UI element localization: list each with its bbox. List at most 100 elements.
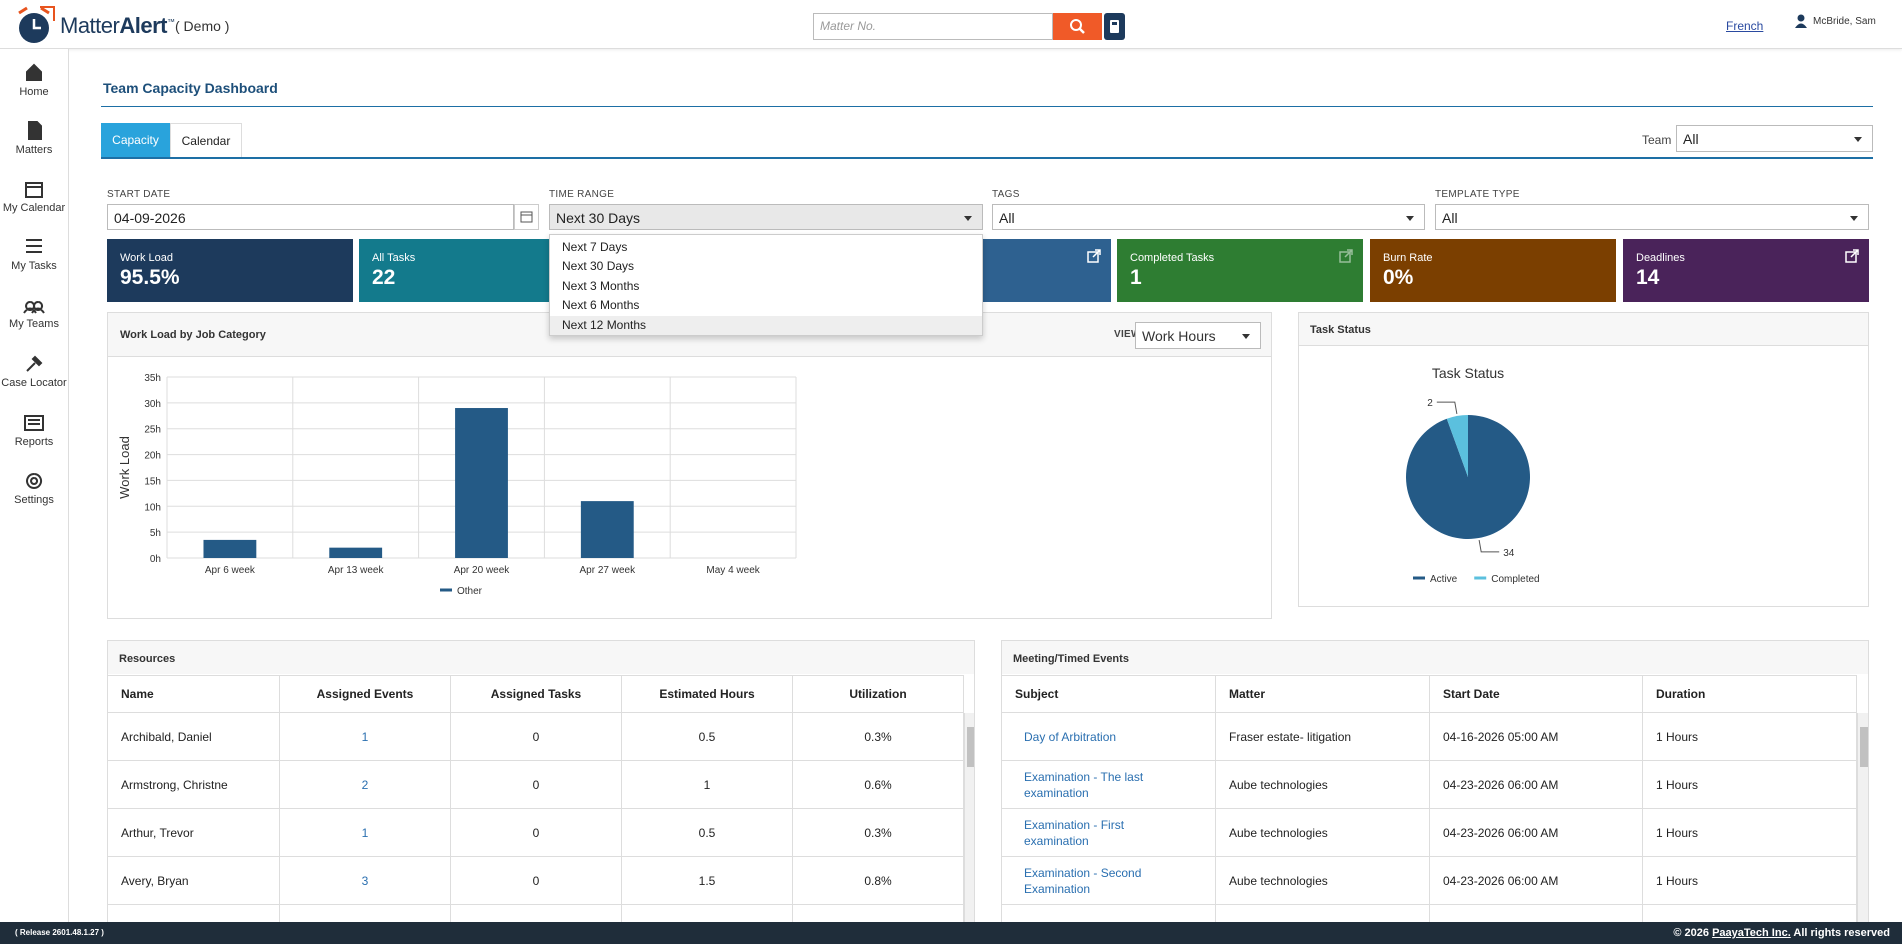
dropdown-option[interactable]: Next 12 Months (550, 315, 982, 335)
table-cell: Armstrong, Christne (108, 761, 280, 809)
calculator-button[interactable] (1104, 13, 1125, 40)
cell-text[interactable]: Examination - The last examination (1024, 769, 1144, 800)
open-icon[interactable] (1087, 249, 1101, 263)
calendar-button[interactable] (514, 204, 539, 230)
table-cell[interactable]: Day of Arbitration (1002, 713, 1216, 761)
cell-text: Avery, Bryan (121, 873, 189, 888)
cell-text[interactable]: 3 (361, 873, 369, 888)
cell-text: 0 (532, 825, 540, 840)
data-label: 2 (1427, 398, 1433, 409)
x-tick-label: Apr 20 week (454, 565, 511, 576)
team-select[interactable]: All (1676, 125, 1873, 152)
table-cell: 0 (451, 857, 622, 905)
table-cell[interactable]: Examination - First examination (1002, 809, 1216, 857)
template-select[interactable]: All (1435, 204, 1869, 230)
demo-label: ( Demo ) (175, 18, 230, 34)
user-icon (1795, 14, 1807, 28)
cell-text: Aube technologies (1229, 825, 1328, 840)
cell-text[interactable]: Examination - First examination (1024, 817, 1125, 848)
column-header: Duration (1643, 675, 1857, 713)
table-cell: Fraser estate- litigation (1216, 713, 1430, 761)
nav-item[interactable]: My Tasks (0, 234, 68, 284)
card-label: Work Load (120, 252, 173, 264)
cell-text[interactable]: 1 (361, 825, 369, 840)
nav-icon (26, 63, 42, 81)
bar (329, 547, 383, 558)
table-cell[interactable]: 2 (280, 761, 451, 809)
cell-text: Archibald, Daniel (121, 729, 212, 744)
tab[interactable]: Calendar (170, 123, 242, 157)
y-tick-label: 30h (144, 399, 161, 410)
view-select[interactable]: Work Hours (1135, 322, 1261, 349)
table-cell[interactable]: 1 (280, 713, 451, 761)
dropdown-option[interactable]: Next 6 Months (562, 298, 640, 313)
nav-item[interactable]: Reports (0, 410, 68, 460)
sidebar: Home Matters My Calendar My Tasks My Teams Ca… (0, 49, 69, 922)
company-link[interactable]: PaayaTech Inc. (1712, 927, 1791, 939)
scrollbar (1857, 713, 1868, 939)
pie-title: Task Status (1432, 365, 1504, 381)
cell-text: 1 Hours (1656, 873, 1699, 888)
header: MatterAlert™ ( Demo ) Matter No. French … (0, 0, 1902, 49)
card-value: 22 (372, 266, 396, 289)
time-range-select[interactable]: Next 30 Days (549, 204, 983, 230)
dropdown-option[interactable]: Next 7 Days (562, 240, 628, 254)
cell-text[interactable]: Examination - Second Examination (1024, 865, 1142, 896)
y-tick-label: 0h (150, 554, 161, 565)
open-icon[interactable] (1339, 249, 1353, 263)
table-cell[interactable]: 3 (280, 857, 451, 905)
stat-card[interactable]: Completed Tasks 1 (1117, 239, 1363, 302)
table-cell: 0.6% (793, 761, 964, 809)
table-cell: Aube technologies (1216, 857, 1430, 905)
tags-select[interactable]: All (992, 204, 1425, 230)
open-icon[interactable] (1845, 249, 1859, 263)
stat-card[interactable]: Work Load 95.5% (107, 239, 353, 302)
nav-item[interactable]: My Teams (0, 292, 68, 342)
brand-tm: ™ (166, 17, 175, 27)
table-cell: Archibald, Daniel (108, 713, 280, 761)
search-button[interactable] (1053, 13, 1102, 40)
table-cell: 1.5 (622, 857, 793, 905)
table-cell: 1 Hours (1643, 809, 1857, 857)
table-cell: 04-23-2026 06:00 AM (1430, 857, 1643, 905)
nav-item[interactable]: My Calendar (0, 176, 68, 226)
cell-text: 0.8% (864, 873, 892, 888)
scrollbar-thumb[interactable] (1860, 727, 1868, 767)
dropdown-option[interactable]: Next 30 Days (562, 259, 635, 274)
filter-label: TAGS (992, 189, 1020, 200)
language-link[interactable]: French (1726, 19, 1764, 33)
brand: MatterAlert™ (60, 13, 175, 39)
nav-icon (26, 355, 43, 372)
nav-item[interactable]: Matters (0, 118, 68, 168)
stat-card[interactable]: Deadlines 14 (1623, 239, 1869, 302)
user-name[interactable]: McBride, Sam (1813, 16, 1876, 27)
card-label: Burn Rate (1383, 252, 1433, 264)
nav-item[interactable]: Home (0, 60, 68, 110)
table-cell: 0.8% (793, 857, 964, 905)
nav-icon (25, 182, 43, 198)
filter-label: TEMPLATE TYPE (1435, 189, 1520, 200)
start-date-input[interactable]: 04-09-2026 (107, 204, 514, 230)
nav-label: My Teams (9, 318, 59, 330)
tab-active[interactable]: Capacity (101, 123, 170, 157)
table-cell[interactable]: Examination - The last examination (1002, 761, 1216, 809)
column-header: Utilization (793, 675, 964, 713)
nav-item[interactable]: Case Locator (0, 351, 68, 401)
table-cell[interactable]: 1 (280, 809, 451, 857)
column-header: Name (108, 675, 280, 713)
stat-card[interactable]: Burn Rate 0% (1370, 239, 1616, 302)
scrollbar-thumb[interactable] (967, 727, 974, 767)
table-cell[interactable]: Examination - Second Examination (1002, 857, 1216, 905)
table-cell: 04-16-2026 05:00 AM (1430, 713, 1643, 761)
dropdown-option[interactable]: Next 3 Months (562, 278, 640, 293)
search-input[interactable]: Matter No. (813, 13, 1053, 40)
cell-text: 0 (532, 777, 540, 792)
cell-text[interactable]: Day of Arbitration (1024, 729, 1117, 744)
meetings-panel: Meeting/Timed Events Subject Matter Start … (1001, 640, 1869, 940)
panel-title: Resources (119, 653, 176, 665)
nav-item[interactable]: Settings (0, 468, 68, 518)
cell-text[interactable]: 2 (361, 777, 369, 792)
panel-title: Work Load by Job Category (120, 329, 266, 341)
cell-text[interactable]: 1 (361, 729, 369, 744)
team-label: Team (1642, 133, 1672, 147)
